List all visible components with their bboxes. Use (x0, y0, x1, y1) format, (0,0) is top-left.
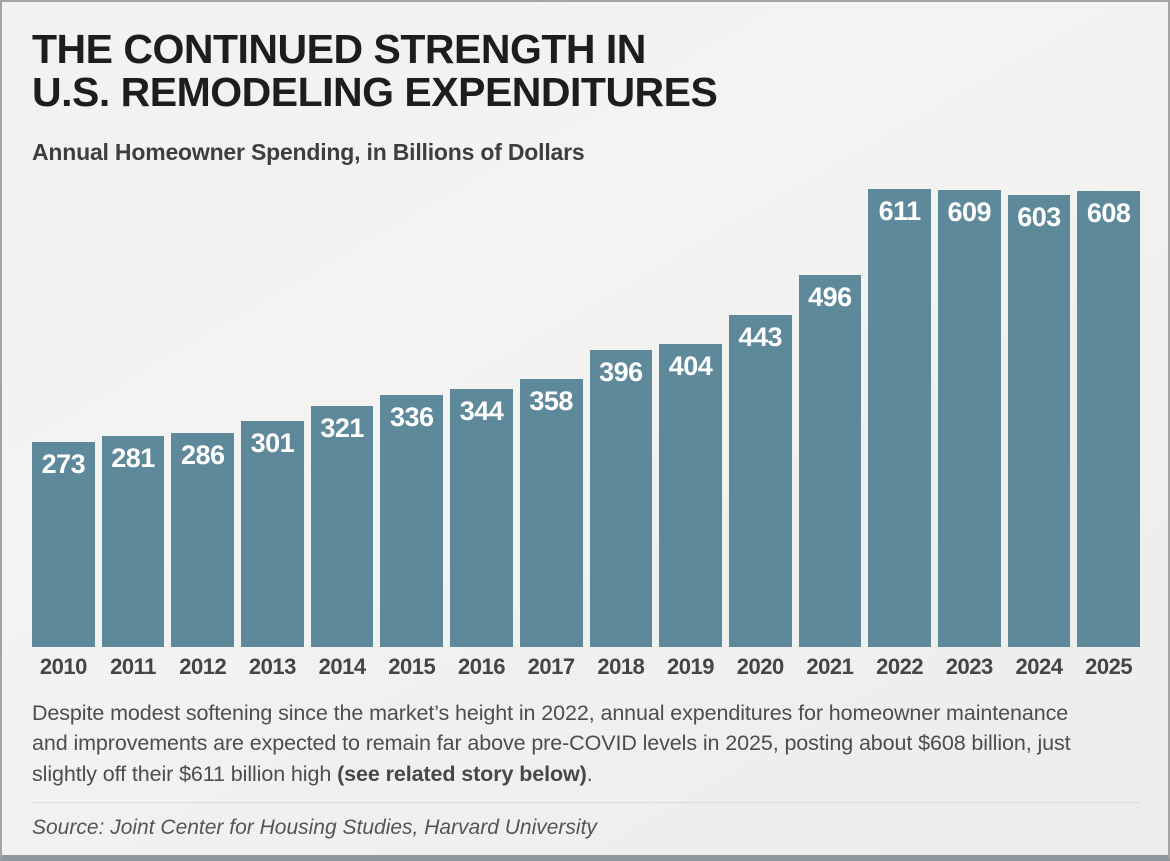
bar-column-2021: 496 2021 (798, 274, 862, 680)
bar-value-label: 321 (320, 412, 364, 443)
source-credit: Source: Joint Center for Housing Studies… (32, 802, 1140, 840)
x-axis-label: 2015 (388, 653, 436, 679)
caption: Despite modest softening since the marke… (32, 698, 1107, 790)
x-axis-label: 2021 (806, 653, 854, 679)
bar-value-label: 603 (1017, 201, 1061, 232)
bar-column-2013: 301 2013 (241, 420, 304, 680)
bar-2012: 286 (171, 432, 235, 647)
x-axis-label: 2018 (597, 653, 645, 679)
bar-value-label: 443 (738, 321, 782, 352)
bar-value-label: 396 (599, 356, 643, 387)
bar-2013: 301 (241, 420, 304, 647)
bar-2010: 273 (32, 441, 95, 647)
bar-value-label: 404 (668, 350, 713, 381)
bar-column-2010: 273 2010 (32, 441, 95, 680)
bar-column-2016: 344 2016 (450, 388, 513, 680)
x-axis-label: 2012 (179, 653, 227, 679)
caption-tail: . (586, 761, 593, 786)
bar-2021: 496 (798, 274, 862, 647)
bar-value-label: 496 (808, 281, 852, 312)
bar-column-2018: 396 2018 (589, 349, 653, 680)
bar-column-2020: 443 2020 (728, 314, 792, 680)
bar-column-2025: 608 2025 (1077, 190, 1140, 680)
bar-column-2023: 609 2023 (937, 189, 1001, 680)
bar-2022: 611 (868, 188, 931, 647)
bar-2011: 281 (101, 435, 165, 647)
chart-title-line1: THE CONTINUED STRENGTH IN (32, 26, 646, 72)
x-axis-label: 2022 (876, 653, 924, 679)
bar-value-label: 358 (529, 385, 573, 416)
bar-value-label: 609 (947, 196, 992, 227)
bar-2014: 321 (310, 405, 374, 647)
bar-chart: 273 2010 281 2011 286 2012 301 2013 321 2014 336 20… (32, 186, 1140, 680)
bar-column-2015: 336 2015 (380, 394, 444, 680)
bar-value-label: 286 (180, 439, 225, 470)
chart-title: THE CONTINUED STRENGTH IN U.S. REMODELIN… (32, 26, 1140, 116)
x-axis-label: 2016 (457, 653, 505, 679)
x-axis-label: 2025 (1085, 653, 1133, 679)
bar-2025: 608 (1077, 190, 1140, 647)
x-axis-label: 2011 (110, 653, 156, 679)
bar-column-2019: 404 2019 (659, 343, 722, 680)
bar-value-label: 281 (111, 442, 155, 473)
x-axis-label: 2023 (945, 653, 993, 679)
bar-column-2017: 358 2017 (519, 378, 583, 680)
bar-column-2012: 286 2012 (171, 432, 235, 680)
bar-value-label: 336 (390, 401, 434, 432)
bar-value-label: 344 (459, 395, 504, 426)
caption-text: Despite modest softening since the marke… (32, 700, 1071, 786)
bar-column-2014: 321 2014 (310, 405, 374, 680)
bar-column-2011: 281 2011 (101, 435, 165, 680)
x-axis-label: 2017 (527, 653, 575, 679)
caption-emphasis: (see related story below) (337, 761, 587, 786)
bar-2016: 344 (450, 388, 513, 647)
bar-value-label: 301 (250, 427, 295, 458)
bar-2023: 609 (937, 189, 1001, 647)
chart-subtitle: Annual Homeowner Spending, in Billions o… (32, 138, 585, 165)
chart-title-line2: U.S. REMODELING EXPENDITURES (32, 69, 718, 116)
bar-2017: 358 (519, 378, 583, 647)
x-axis-label: 2019 (667, 653, 714, 679)
bar-2015: 336 (380, 394, 444, 647)
bar-column-2024: 603 2024 (1007, 194, 1071, 680)
bar-2019: 404 (659, 343, 722, 647)
bar-value-label: 608 (1086, 197, 1131, 228)
x-axis-label: 2013 (248, 653, 296, 679)
bar-value-label: 273 (41, 448, 86, 479)
bar-column-2022: 611 2022 (868, 188, 931, 680)
x-axis-label: 2024 (1015, 653, 1063, 679)
bar-2020: 443 (728, 314, 792, 647)
bar-2024: 603 (1007, 194, 1071, 647)
x-axis-label: 2014 (318, 653, 366, 679)
bar-value-label: 611 (878, 195, 922, 226)
bar-2018: 396 (589, 349, 653, 647)
x-axis-label: 2010 (39, 653, 87, 679)
x-axis-label: 2020 (736, 653, 784, 679)
